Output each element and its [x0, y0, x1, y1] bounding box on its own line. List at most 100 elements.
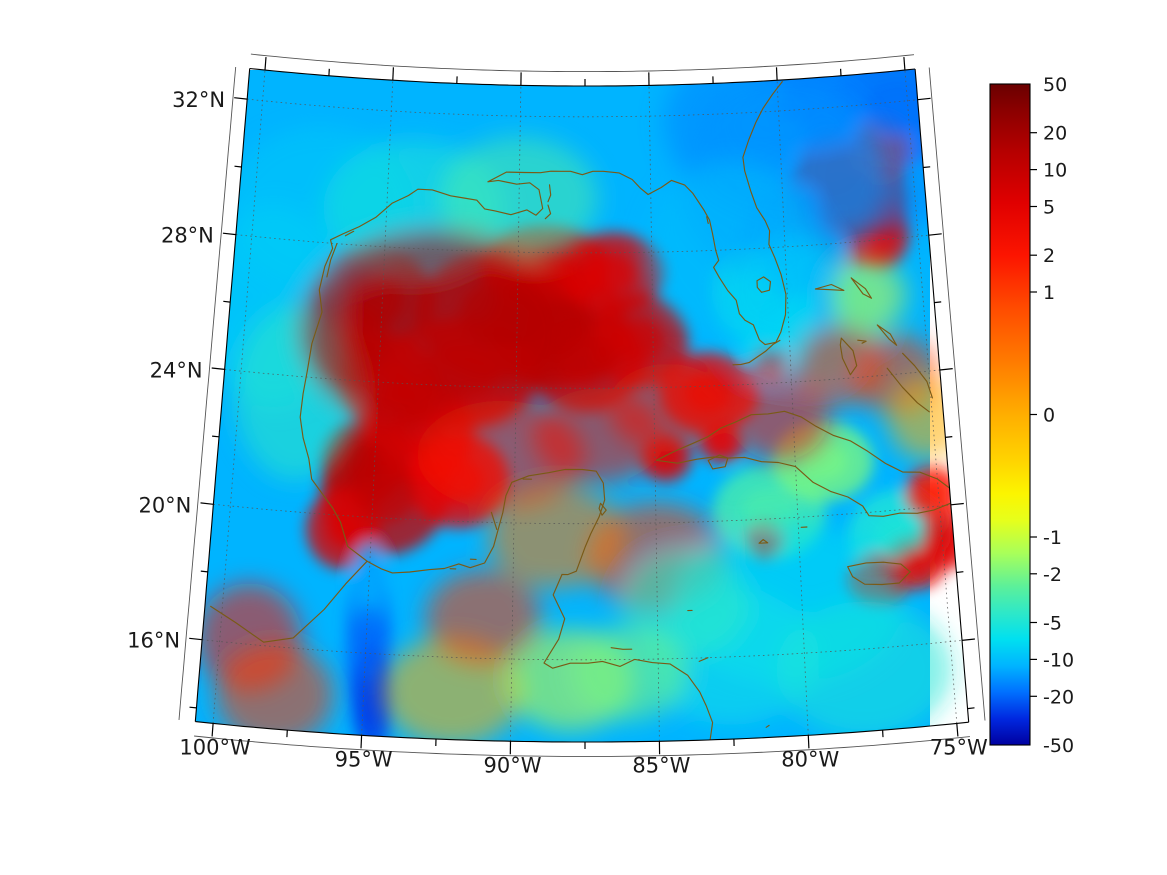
axis-tick	[903, 57, 906, 71]
field-core	[918, 479, 947, 507]
coastline-path	[543, 573, 714, 741]
axis-tick	[945, 436, 953, 438]
colorbar-tick-label: 20	[1043, 123, 1067, 145]
axis-tick	[223, 300, 231, 303]
axis-tick	[200, 570, 208, 573]
field-cell	[776, 601, 952, 738]
coastline-path	[886, 367, 930, 413]
colorbar-tick-label: 0	[1043, 405, 1055, 427]
map-frame-edge	[194, 735, 970, 757]
map-frame-edge	[928, 67, 986, 721]
coastline-path	[610, 647, 633, 650]
colorbar-tick-label: 50	[1043, 74, 1067, 96]
coastline-path	[732, 339, 781, 366]
axis-tick	[264, 57, 267, 71]
coastline-path	[547, 184, 552, 203]
field-core	[554, 335, 616, 387]
latitude-tick-label: 20°N	[138, 493, 191, 517]
longitude-tick-label: 95°W	[335, 747, 393, 771]
axis-tick	[917, 97, 931, 101]
field-core	[357, 602, 381, 691]
field-blobs-soft	[196, 68, 969, 742]
field-cell	[425, 569, 542, 666]
longitude-labels: 100°W 95°W 90°W 85°W 80°W 75°W	[179, 735, 988, 777]
axis-tick	[211, 367, 225, 370]
field-cell	[215, 643, 334, 742]
axis-tick	[775, 67, 778, 81]
coastline-path	[847, 561, 911, 586]
axis-ticks	[189, 57, 975, 755]
axis-tick	[189, 706, 197, 709]
axis-tick	[392, 67, 394, 81]
coastline-path	[299, 311, 606, 576]
map-frame-edge	[250, 53, 915, 73]
coastline-path	[210, 560, 368, 643]
parallel-line	[235, 234, 929, 254]
map-frame-edge	[195, 721, 969, 743]
colorbar-tick-label: -5	[1043, 613, 1062, 635]
coastline-path	[876, 324, 898, 346]
axis-tick	[234, 97, 248, 100]
field-cell	[570, 625, 688, 721]
coastline-path	[326, 243, 338, 278]
axis-tick	[222, 232, 236, 236]
axis-tick	[923, 166, 931, 169]
longitude-tick-label: 75°W	[930, 735, 988, 759]
axis-tick	[956, 723, 959, 737]
longitude-tick-label: 100°W	[179, 735, 251, 759]
coastline-path	[707, 454, 729, 470]
coastline-path	[814, 283, 845, 291]
coastline-path	[756, 276, 772, 293]
field-cell	[299, 229, 572, 433]
colorbar-ticks	[1030, 132, 1037, 697]
coastline-path	[544, 204, 552, 220]
coastline-path	[758, 539, 769, 544]
axis-tick	[807, 735, 810, 749]
field-cell	[488, 486, 625, 588]
axis-tick	[950, 502, 964, 506]
axis-tick	[234, 165, 242, 168]
map-frame-edge	[178, 66, 237, 720]
field-cell	[830, 258, 907, 333]
axis-tick	[211, 723, 214, 737]
field-cell	[607, 363, 729, 452]
coastline-path	[344, 230, 355, 237]
field-core	[899, 549, 931, 577]
axis-tick	[212, 435, 220, 438]
coastline-path	[318, 81, 787, 346]
map-frame-edge	[914, 68, 970, 723]
colorbar-tick-label: 1	[1043, 282, 1055, 304]
field-core	[873, 513, 925, 561]
axis-tick	[956, 571, 964, 574]
field-core	[615, 316, 664, 365]
colorbar-tick-label: 2	[1043, 245, 1055, 267]
coastline-path	[490, 511, 498, 530]
coastline-path	[706, 216, 709, 224]
colorbar-tick-label: -2	[1043, 564, 1062, 586]
coastline-path	[850, 277, 873, 299]
longitude-tick-label: 90°W	[484, 753, 542, 777]
colorbar-tick-label: -10	[1043, 649, 1074, 671]
colorbar-tick-label: 10	[1043, 160, 1067, 182]
colorbar-tick-label: -1	[1043, 527, 1062, 549]
map-frame-edge	[194, 68, 251, 722]
coastline-path	[902, 352, 933, 399]
latitude-tick-label: 32°N	[172, 88, 225, 112]
axis-tick	[961, 638, 975, 641]
field-core	[798, 441, 849, 482]
axis-tick	[967, 707, 975, 710]
axis-tick	[939, 368, 953, 371]
parallel-line	[202, 639, 963, 661]
colorbar-gradient[interactable]	[990, 84, 1030, 745]
longitude-tick-label: 85°W	[632, 753, 690, 777]
coastline-path	[765, 724, 770, 728]
colorbar-tick-label: -20	[1043, 686, 1074, 708]
axis-tick	[928, 233, 942, 236]
axis-tick	[200, 502, 214, 505]
coastline-path	[839, 337, 858, 376]
coastline-path	[598, 502, 607, 516]
